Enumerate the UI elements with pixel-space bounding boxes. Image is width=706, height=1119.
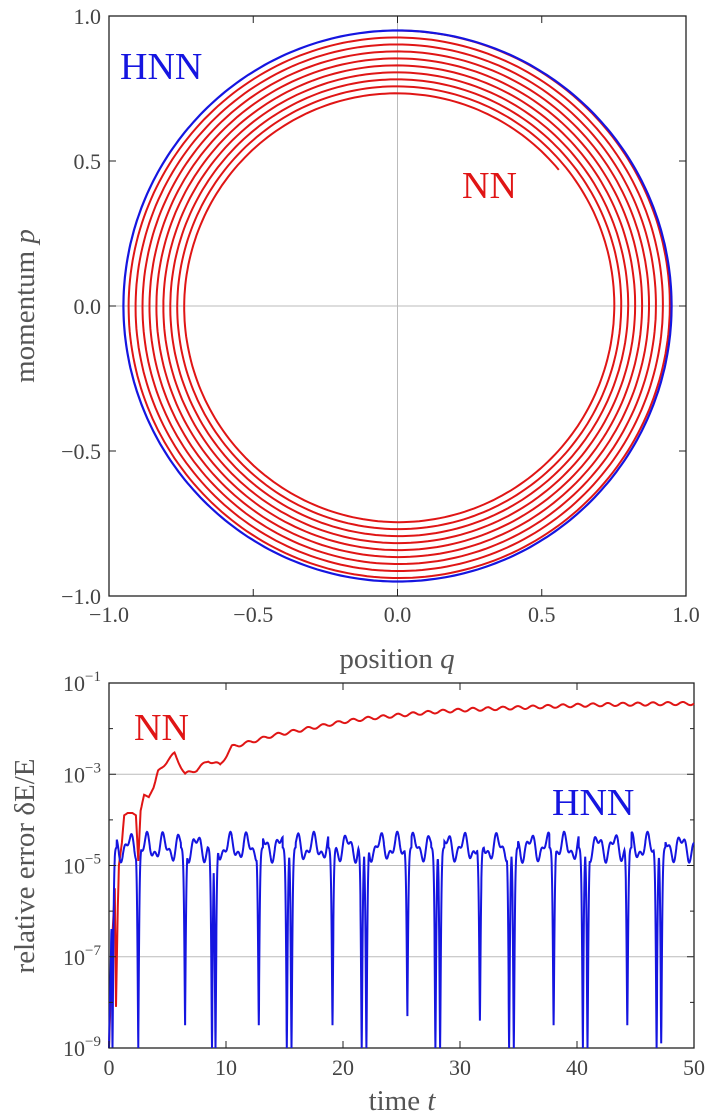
error-tick-exponent: −7 [85, 943, 101, 959]
hnn-error-series [108, 830, 695, 1049]
error-tick-exponent: −5 [85, 852, 101, 868]
error-tick-base: 10 [63, 762, 85, 787]
y-tick-label: 0.5 [74, 149, 102, 174]
time-tick-label: 30 [449, 1055, 471, 1080]
y-axis-label-text: momentum [9, 250, 41, 383]
x-tick-label: −0.5 [233, 602, 273, 627]
error-tick-base: 10 [63, 945, 85, 970]
y-tick-label: 1.0 [74, 4, 102, 29]
x-tick-label: 0.5 [528, 602, 556, 627]
time-tick-label: 40 [566, 1055, 588, 1080]
hnn-circle-series [122, 29, 673, 583]
y-tick-label: −1.0 [61, 584, 101, 609]
x-axis-label: position q [339, 643, 454, 675]
y-axis-label: momentum p [9, 229, 41, 383]
y-axis-variable: p [9, 229, 41, 246]
error-tick-label: 10−5 [63, 852, 101, 879]
error-tick-base: 10 [63, 854, 85, 879]
error-tick-exponent: −9 [85, 1034, 101, 1050]
nn-error-label: NN [134, 707, 189, 749]
y-tick-label: −0.5 [61, 439, 101, 464]
error-tick-exponent: −3 [85, 760, 101, 776]
nn-error-series [108, 700, 695, 1049]
time-tick-label: 50 [683, 1055, 705, 1080]
time-axis-variable: t [427, 1085, 436, 1117]
nn-series-label: NN [462, 165, 517, 207]
hnn-error-label: HNN [552, 782, 634, 824]
time-tick-label: 0 [104, 1055, 115, 1080]
error-tick-label: 10−3 [63, 760, 101, 787]
error-tick-exponent: −1 [85, 669, 101, 685]
error-y-axis-label: relative error δE/E [9, 759, 41, 974]
time-tick-label: 10 [215, 1055, 237, 1080]
error-tick-label: 10−9 [63, 1034, 101, 1061]
phase-space-chart: −1.0 −0.5 0.0 0.5 1.0 −1.0 −0.5 0.0 0.5 1.0 HNN N… [9, 4, 700, 675]
error-tick-label: 10−7 [63, 943, 101, 970]
nn-spiral-series [127, 29, 671, 579]
x-tick-label: −1.0 [89, 602, 129, 627]
x-tick-label: 0.0 [384, 602, 412, 627]
time-axis-label: time t [369, 1085, 437, 1117]
y-tick-label: 0.0 [74, 294, 102, 319]
x-axis-variable: q [440, 643, 455, 675]
time-tick-label: 20 [332, 1055, 354, 1080]
x-tick-label: 1.0 [672, 602, 700, 627]
error-tick-base: 10 [63, 1036, 85, 1061]
x-axis-label-text: position [339, 643, 433, 675]
hnn-series-label: HNN [120, 46, 202, 88]
time-axis-label-text: time [369, 1085, 421, 1117]
error-tick-label: 10−1 [63, 669, 101, 696]
error-tick-base: 10 [63, 671, 85, 696]
